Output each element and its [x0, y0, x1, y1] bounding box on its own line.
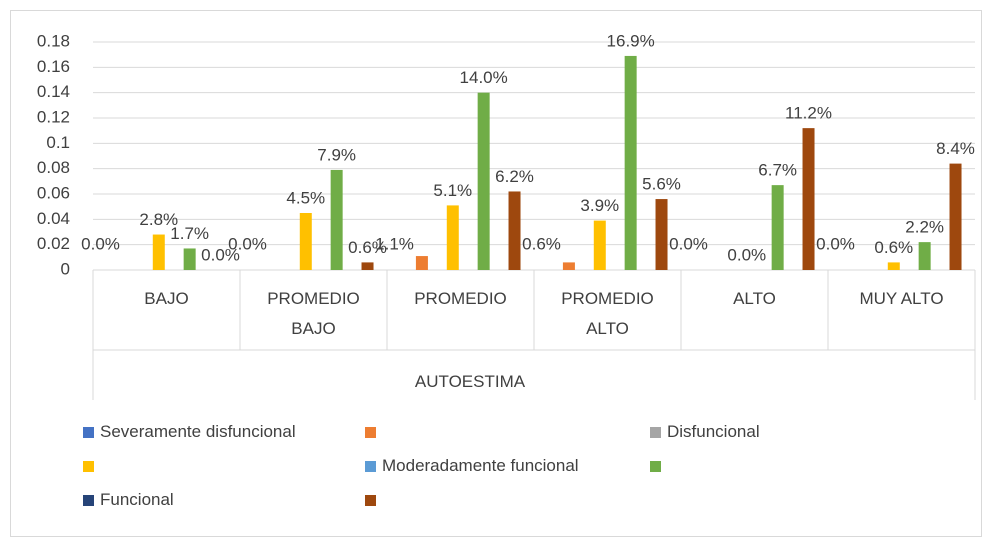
- data-label: 5.6%: [642, 175, 681, 194]
- y-tick-label: 0.14: [37, 82, 70, 101]
- legend-entry: [365, 490, 382, 510]
- legend-entry: [650, 456, 667, 476]
- legend-entry: Moderadamente funcional: [365, 456, 579, 476]
- legend-entry: [83, 456, 100, 476]
- legend-label: Disfuncional: [667, 422, 760, 441]
- bar: [771, 185, 784, 270]
- bar: [949, 163, 962, 270]
- y-tick-label: 0.16: [37, 57, 70, 76]
- x-tick-label: BAJO: [144, 289, 189, 308]
- legend-swatch: [365, 494, 376, 506]
- data-label: 6.2%: [495, 167, 534, 186]
- bar: [330, 169, 343, 270]
- x-tick-label: ALTO: [733, 289, 776, 308]
- legend-entry: [365, 422, 382, 442]
- y-tick-label: 0.1: [46, 133, 70, 152]
- bar: [183, 248, 196, 270]
- bar: [415, 256, 428, 270]
- bar: [593, 220, 606, 270]
- data-label: 0.6%: [348, 238, 387, 257]
- data-label: 8.4%: [936, 139, 975, 158]
- legend-entry: Funcional: [83, 490, 174, 510]
- legend-label: Severamente disfuncional: [100, 422, 296, 441]
- data-label: 6.7%: [758, 161, 797, 180]
- data-label: 0.6%: [874, 238, 913, 257]
- y-tick-label: 0.02: [37, 234, 70, 253]
- x-tick-label: PROMEDIO BAJO: [267, 289, 360, 338]
- data-label: 2.2%: [905, 218, 944, 237]
- legend-swatch: [365, 460, 376, 472]
- bar: [446, 205, 459, 270]
- chart-border: [10, 10, 982, 537]
- legend-entry: Severamente disfuncional: [83, 422, 296, 442]
- legend-swatch: [83, 460, 94, 472]
- data-label: 14.0%: [460, 68, 508, 87]
- data-label: 2.8%: [139, 210, 178, 229]
- data-label: 3.9%: [580, 196, 619, 215]
- y-tick-label: 0.12: [37, 107, 70, 126]
- bar: [624, 55, 637, 270]
- data-label: 1.1%: [375, 234, 414, 253]
- bar: [655, 199, 668, 270]
- data-label: 0.0%: [816, 234, 855, 253]
- bar: [152, 234, 165, 270]
- legend-swatch: [365, 426, 376, 438]
- legend-swatch: [83, 494, 94, 506]
- bar: [918, 242, 931, 270]
- y-tick-label: 0.18: [37, 31, 70, 50]
- x-axis-title: AUTOESTIMA: [414, 372, 526, 391]
- y-tick-label: 0.04: [37, 209, 70, 228]
- data-label: 1.7%: [170, 224, 209, 243]
- legend-swatch: [83, 426, 94, 438]
- bar: [508, 191, 521, 270]
- bar: [477, 92, 490, 271]
- data-label: 5.1%: [433, 181, 472, 200]
- y-tick-label: 0.08: [37, 158, 70, 177]
- legend-swatch: [650, 460, 661, 472]
- bar: [299, 213, 312, 270]
- x-tick-label: PROMEDIO: [414, 289, 507, 308]
- bar: [802, 128, 815, 270]
- legend-label: Moderadamente funcional: [382, 456, 579, 475]
- data-label: 16.9%: [607, 31, 655, 50]
- y-tick-label: 0: [61, 259, 70, 278]
- data-label: 0.0%: [228, 234, 267, 253]
- data-label: 0.0%: [201, 245, 240, 264]
- legend-swatch: [650, 426, 661, 438]
- data-label: 4.5%: [286, 188, 325, 207]
- x-tick-label: PROMEDIO ALTO: [561, 289, 654, 338]
- bar: [562, 262, 575, 270]
- legend-label: Funcional: [100, 490, 174, 509]
- legend-entry: Disfuncional: [650, 422, 760, 442]
- data-label: 0.0%: [81, 234, 120, 253]
- data-label: 7.9%: [317, 145, 356, 164]
- bar: [361, 262, 374, 270]
- data-label: 0.6%: [522, 234, 561, 253]
- bar: [887, 262, 900, 270]
- data-label: 11.2%: [785, 104, 832, 123]
- data-label: 0.0%: [727, 245, 766, 264]
- y-tick-label: 0.06: [37, 183, 70, 202]
- x-tick-label: MUY ALTO: [859, 289, 944, 308]
- data-label: 0.0%: [669, 234, 708, 253]
